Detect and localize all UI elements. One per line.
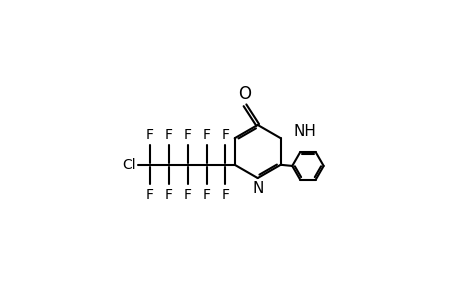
Text: F: F: [164, 188, 172, 202]
Text: O: O: [238, 85, 251, 103]
Text: F: F: [146, 128, 153, 142]
Text: F: F: [146, 188, 153, 202]
Text: F: F: [202, 188, 210, 202]
Text: F: F: [183, 128, 191, 142]
Text: F: F: [221, 188, 229, 202]
Text: F: F: [221, 128, 229, 142]
Text: Cl: Cl: [123, 158, 136, 172]
Text: F: F: [202, 128, 210, 142]
Text: N: N: [252, 181, 263, 196]
Text: F: F: [183, 188, 191, 202]
Text: NH: NH: [293, 124, 316, 139]
Text: F: F: [164, 128, 172, 142]
